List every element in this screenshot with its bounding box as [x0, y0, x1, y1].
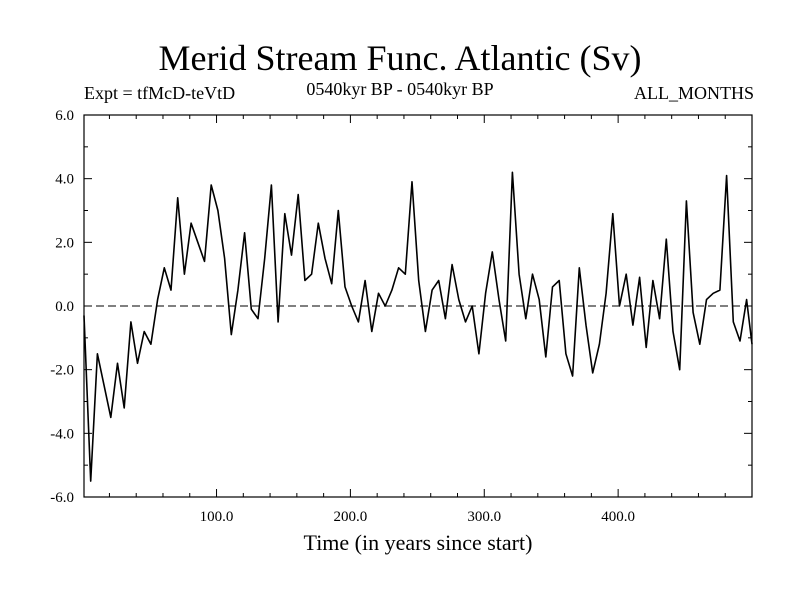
period-label: 0540kyr BP - 0540kyr BP — [306, 79, 494, 99]
y-tick-label: -4.0 — [50, 426, 74, 442]
months-label: ALL_MONTHS — [634, 83, 754, 103]
x-tick-label: 200.0 — [334, 509, 368, 525]
chart-title: Merid Stream Func. Atlantic (Sv) — [158, 38, 642, 78]
series-line — [83, 171, 753, 482]
x-tick-label: 300.0 — [467, 509, 501, 525]
x-tick-label: 400.0 — [601, 509, 635, 525]
y-tick-label: 6.0 — [55, 108, 74, 124]
experiment-label: Expt = tfMcD-teVtD — [84, 83, 236, 103]
y-tick-label: -6.0 — [50, 490, 74, 506]
x-axis-label: Time (in years since start) — [304, 530, 533, 555]
y-tick-label: 4.0 — [55, 172, 74, 188]
y-tick-label: 2.0 — [55, 235, 74, 251]
axis-ticks: 6.0 4.0 2.0 0.0 -2.0 -4.0 -6.0 100.0 200.0 300.0 4… — [50, 108, 752, 525]
y-tick-label: -2.0 — [50, 363, 74, 379]
y-tick-label: 0.0 — [55, 299, 74, 315]
x-tick-label: 100.0 — [200, 509, 234, 525]
